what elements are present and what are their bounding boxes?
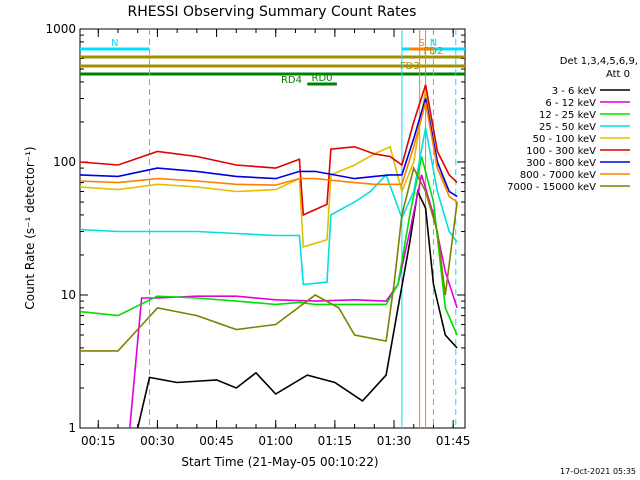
series-lines: [79, 84, 458, 429]
series-line-800-7000-kev: [79, 102, 458, 203]
chart-title: RHESSI Observing Summary Count Rates: [128, 4, 417, 20]
series-line-25-50-kev: [79, 127, 458, 286]
flag-label-rd4: RD4: [281, 75, 302, 86]
y-tick-label: 100: [53, 155, 76, 169]
vertical-markers: [149, 29, 457, 428]
y-tick-label: 1000: [45, 22, 76, 36]
x-tick-label: 01:45: [436, 434, 471, 448]
legend-label: 300 - 800 keV: [526, 158, 596, 169]
series-line-100-300-kev: [79, 84, 458, 217]
x-tick-label: 00:30: [140, 434, 175, 448]
flag-label-s: S: [418, 38, 424, 49]
series-line-12-25-kev: [79, 156, 458, 336]
axes: 1 10 100 1000 00:15 00:30 00:45 01:00 01:15 01:30…: [45, 22, 470, 448]
legend-label: 6 - 12 keV: [545, 98, 596, 109]
footer-date: 17-Oct-2021 05:35: [560, 467, 636, 476]
y-tick-label: 10: [61, 288, 76, 302]
legend-label: 12 - 25 keV: [539, 110, 596, 121]
y-tick-label: 1: [68, 421, 76, 435]
flag-label-rd0: RD0: [312, 73, 333, 84]
legend-label: 3 - 6 keV: [552, 86, 596, 97]
series-line-7000-15000-kev: [80, 165, 458, 352]
legend-label: 7000 - 15000 keV: [507, 182, 596, 193]
plot-frame: [79, 28, 466, 429]
attenuator-label: Att 0: [606, 69, 630, 80]
x-tick-label: 01:30: [377, 434, 412, 448]
x-tick-label: 01:15: [318, 434, 353, 448]
legend-label: 25 - 50 keV: [539, 122, 596, 133]
x-axis-label: Start Time (21-May-05 00:10:22): [181, 455, 378, 469]
legend-label: 100 - 300 keV: [526, 146, 596, 157]
flag-label-fd3: FD3: [400, 61, 420, 72]
detectors-label: Det 1,3,4,5,6,9,: [560, 56, 638, 67]
series-line-3-6-kev: [136, 188, 458, 429]
x-tick-label: 01:00: [258, 434, 293, 448]
series-line-300-800-kev: [79, 98, 458, 198]
x-tick-label: 00:15: [81, 434, 116, 448]
legend-label: 800 - 7000 keV: [520, 170, 596, 181]
legend-label: 50 - 100 keV: [533, 134, 597, 145]
y-axis-label: Count Rate (s⁻¹ detector⁻¹): [23, 146, 37, 309]
x-tick-label: 00:45: [199, 434, 234, 448]
flag-label-n: N: [111, 38, 118, 49]
